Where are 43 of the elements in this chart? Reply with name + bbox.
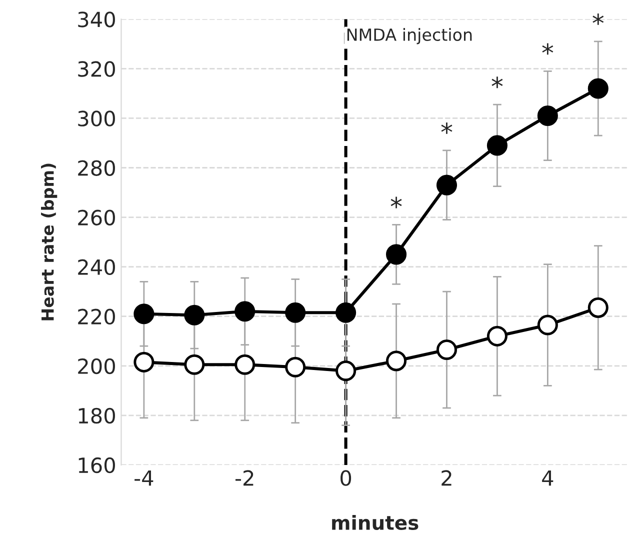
point xyxy=(386,350,407,372)
y-tick-label: 160 xyxy=(78,457,115,474)
y-tick-label: 340 xyxy=(78,12,115,28)
annotation: * xyxy=(492,76,503,88)
y-tick-label: 240 xyxy=(78,259,115,276)
point xyxy=(486,135,508,156)
point xyxy=(386,244,407,265)
y-tick-label: 280 xyxy=(78,160,115,176)
x-tick-label: 0 xyxy=(340,470,352,486)
point xyxy=(336,302,356,323)
point xyxy=(134,304,154,324)
y-tick-label: 220 xyxy=(78,308,115,325)
x-axis-title: minutes xyxy=(332,514,418,530)
y-tick-label: 180 xyxy=(78,408,115,424)
x-tick-label: 4 xyxy=(542,470,554,486)
point xyxy=(588,297,608,318)
point xyxy=(184,354,205,375)
point xyxy=(436,174,458,196)
point xyxy=(184,304,205,326)
point xyxy=(486,326,508,346)
ref-line-label: NMDA injection xyxy=(347,28,472,44)
point xyxy=(285,356,306,378)
point xyxy=(134,352,154,372)
y-tick-label: 260 xyxy=(78,210,115,226)
point xyxy=(234,354,256,375)
y-axis-title: Heart rate (bpm) xyxy=(41,164,58,320)
x-tick-label: -4 xyxy=(134,470,154,486)
point xyxy=(436,340,458,360)
annotation: * xyxy=(542,43,554,55)
point xyxy=(285,302,306,323)
point xyxy=(336,360,356,382)
point xyxy=(588,78,608,99)
annotation: * xyxy=(441,122,452,134)
x-tick-label: -2 xyxy=(236,470,254,486)
annotation: * xyxy=(390,196,402,208)
annotation: * xyxy=(592,14,604,25)
point xyxy=(537,105,558,126)
x-tick-label: 2 xyxy=(442,470,452,486)
point xyxy=(234,301,256,322)
y-tick-label: 320 xyxy=(78,61,115,77)
y-tick-label: 200 xyxy=(78,358,115,374)
point xyxy=(537,314,558,336)
y-tick-label: 300 xyxy=(78,110,115,126)
